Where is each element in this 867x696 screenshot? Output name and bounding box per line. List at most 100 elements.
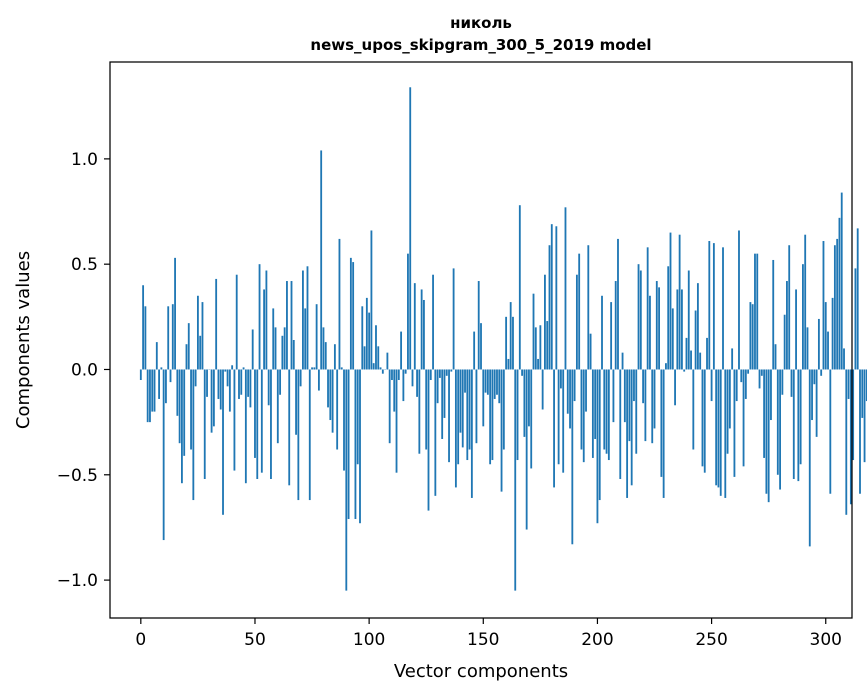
bar-266 [747, 369, 750, 374]
bar-204 [605, 369, 608, 454]
bar-111 [393, 369, 396, 412]
bar-167 [521, 369, 524, 376]
bar-219 [639, 270, 642, 370]
bar-171 [530, 369, 533, 469]
bar-149 [480, 323, 482, 370]
bar-258 [728, 369, 731, 429]
bar-15 [174, 257, 176, 370]
bar-39 [228, 369, 231, 412]
bar-300 [824, 302, 827, 370]
bar-108 [386, 352, 389, 370]
bar-277 [772, 259, 775, 370]
bar-135 [448, 369, 450, 463]
bar-268 [751, 304, 754, 370]
bar-184 [559, 369, 562, 389]
bar-91 [347, 369, 350, 520]
bar-101 [370, 230, 373, 370]
bar-249 [708, 241, 711, 370]
bar-129 [434, 369, 437, 496]
bar-196 [587, 245, 590, 370]
bar-186 [564, 207, 567, 370]
bar-288 [797, 369, 800, 482]
bar-35 [219, 369, 222, 410]
bar-95 [356, 369, 359, 465]
x-tick-label: 50 [244, 630, 266, 650]
bar-292 [806, 327, 809, 370]
bar-157 [498, 369, 501, 404]
bar-98 [363, 346, 366, 370]
bar-68 [295, 369, 297, 435]
bar-296 [815, 369, 818, 437]
bar-216 [633, 369, 635, 402]
bar-156 [496, 369, 498, 395]
bar-130 [436, 369, 439, 404]
bar-220 [642, 369, 645, 404]
bar-178 [546, 321, 549, 370]
bar-73 [306, 266, 309, 370]
plot-frame [109, 61, 853, 619]
bar-248 [706, 337, 708, 370]
bar-190 [573, 369, 576, 402]
bar-308 [843, 348, 845, 370]
bar-69 [297, 369, 300, 501]
bar-26 [199, 335, 202, 370]
bar-237 [681, 289, 683, 370]
bar-202 [601, 295, 603, 370]
bar-74 [308, 369, 311, 501]
bar-50 [254, 369, 256, 458]
bar-147 [475, 369, 478, 444]
bar-34 [217, 369, 220, 399]
bar-212 [623, 369, 626, 423]
bar-40 [231, 365, 234, 370]
bar-24 [194, 369, 197, 387]
bar-232 [669, 232, 672, 370]
x-tick-label: 250 [695, 630, 727, 650]
bar-127 [429, 369, 432, 381]
bar-256 [724, 369, 727, 498]
bar-240 [687, 270, 690, 370]
bar-45 [242, 367, 245, 370]
bar-287 [795, 289, 797, 370]
bar-153 [489, 369, 492, 465]
bar-125 [425, 369, 428, 450]
bar-279 [776, 369, 779, 475]
bar-56 [267, 369, 270, 406]
bar-141 [461, 369, 464, 448]
bar-175 [539, 325, 542, 370]
bar-12 [167, 306, 170, 370]
bar-121 [416, 369, 418, 397]
bar-94 [354, 369, 357, 520]
bar-246 [701, 369, 704, 467]
bar-235 [676, 289, 679, 370]
bar-16 [176, 369, 179, 416]
bar-221 [644, 369, 647, 442]
bar-146 [473, 331, 476, 370]
bar-275 [767, 369, 770, 503]
bar-64 [286, 281, 288, 370]
bar-218 [637, 264, 640, 370]
bar-239 [685, 337, 688, 370]
bar-189 [571, 369, 574, 545]
bar-299 [822, 241, 825, 370]
bar-10 [162, 369, 165, 541]
bar-200 [596, 369, 599, 524]
bar-71 [302, 270, 304, 370]
bar-236 [678, 234, 681, 370]
bar-267 [749, 302, 752, 370]
bar-41 [233, 369, 236, 471]
bar-166 [518, 205, 521, 370]
bar-92 [349, 257, 352, 370]
y-tick-label: −1.0 [57, 571, 98, 591]
bar-231 [667, 266, 670, 370]
bar-140 [459, 369, 462, 433]
bar-116 [404, 369, 407, 374]
x-tick-label: 100 [353, 630, 385, 650]
bar-181 [553, 369, 555, 488]
bar-174 [537, 358, 539, 370]
bar-105 [379, 367, 382, 370]
bar-215 [630, 369, 633, 486]
bar-109 [388, 369, 391, 444]
bar-87 [338, 238, 341, 370]
bar-195 [585, 369, 587, 412]
y-tick-label: 0.0 [71, 360, 98, 380]
